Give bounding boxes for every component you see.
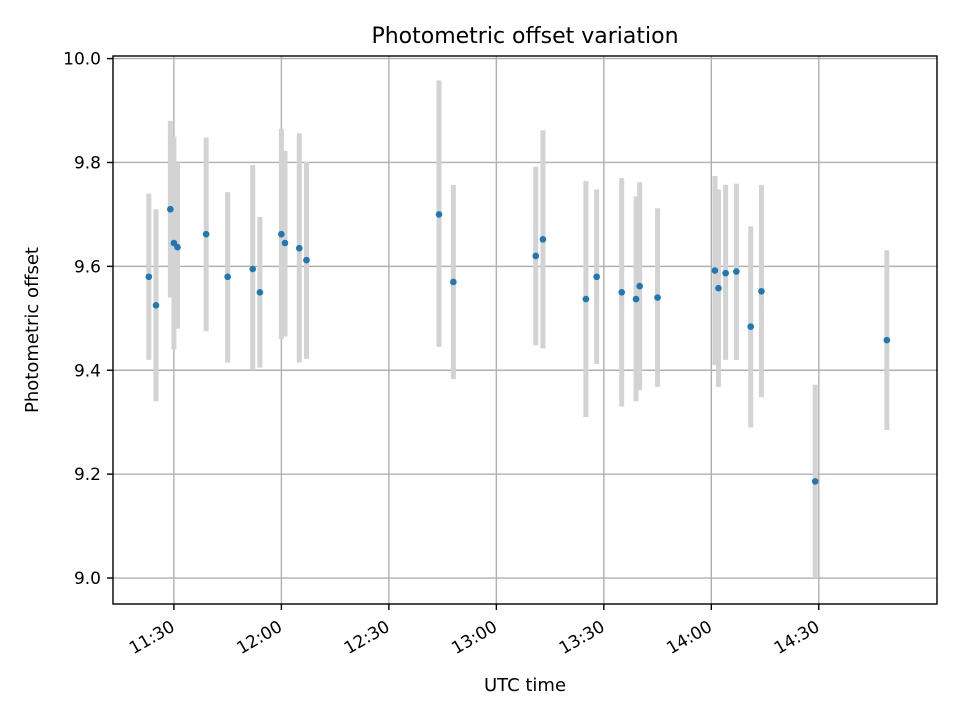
data-point	[632, 295, 640, 303]
data-point	[278, 230, 285, 238]
data-point	[224, 273, 231, 281]
data-point	[618, 289, 626, 296]
data-point	[532, 252, 540, 260]
data-point	[295, 244, 303, 252]
y-tick-label: 9.2	[74, 465, 101, 485]
data-points	[145, 205, 891, 485]
data-point	[202, 230, 210, 238]
data-point	[450, 278, 457, 286]
y-axis-ticks: 9.0 9.2 9.4 9.6 9.8 10.0	[63, 50, 113, 589]
data-point	[303, 256, 310, 264]
data-point	[758, 288, 765, 295]
data-point	[733, 268, 740, 275]
x-tick-label: 13:30	[556, 617, 608, 659]
data-point	[174, 243, 181, 251]
data-point	[152, 302, 160, 309]
y-tick-label: 10.0	[63, 50, 101, 70]
data-point	[582, 295, 590, 303]
data-point	[722, 269, 729, 277]
data-point	[883, 336, 891, 344]
y-tick-label: 9.0	[74, 569, 101, 589]
data-point	[636, 282, 643, 290]
data-point	[256, 289, 264, 296]
data-point	[281, 239, 289, 247]
data-point	[747, 323, 755, 330]
y-tick-label: 9.8	[74, 153, 101, 173]
data-point	[539, 236, 547, 243]
x-axis-ticks: 11:30 12:00 12:30 13:00 13:30 14:00 14:30	[126, 604, 823, 659]
data-point	[249, 265, 257, 273]
plot-frame	[112, 55, 938, 605]
y-tick-label: 9.4	[74, 361, 101, 381]
chart-title: Photometric offset variation	[371, 24, 678, 49]
data-point	[167, 205, 174, 213]
x-tick-label: 14:30	[771, 617, 823, 659]
data-point	[435, 211, 443, 218]
data-point	[811, 478, 819, 485]
x-tick-label: 12:00	[233, 617, 285, 659]
y-axis-label: Photometric offset	[22, 247, 43, 413]
x-tick-label: 12:30	[341, 617, 393, 659]
error-bars	[146, 80, 890, 579]
data-point	[145, 273, 153, 281]
data-point	[654, 294, 661, 301]
x-tick-label: 13:00	[448, 617, 500, 659]
y-tick-label: 9.6	[74, 257, 101, 277]
x-tick-label: 14:00	[663, 617, 715, 659]
x-axis-label: UTC time	[484, 675, 566, 696]
data-point	[593, 273, 600, 281]
data-point	[715, 284, 722, 292]
data-point	[711, 267, 719, 274]
x-tick-label: 11:30	[126, 617, 178, 659]
